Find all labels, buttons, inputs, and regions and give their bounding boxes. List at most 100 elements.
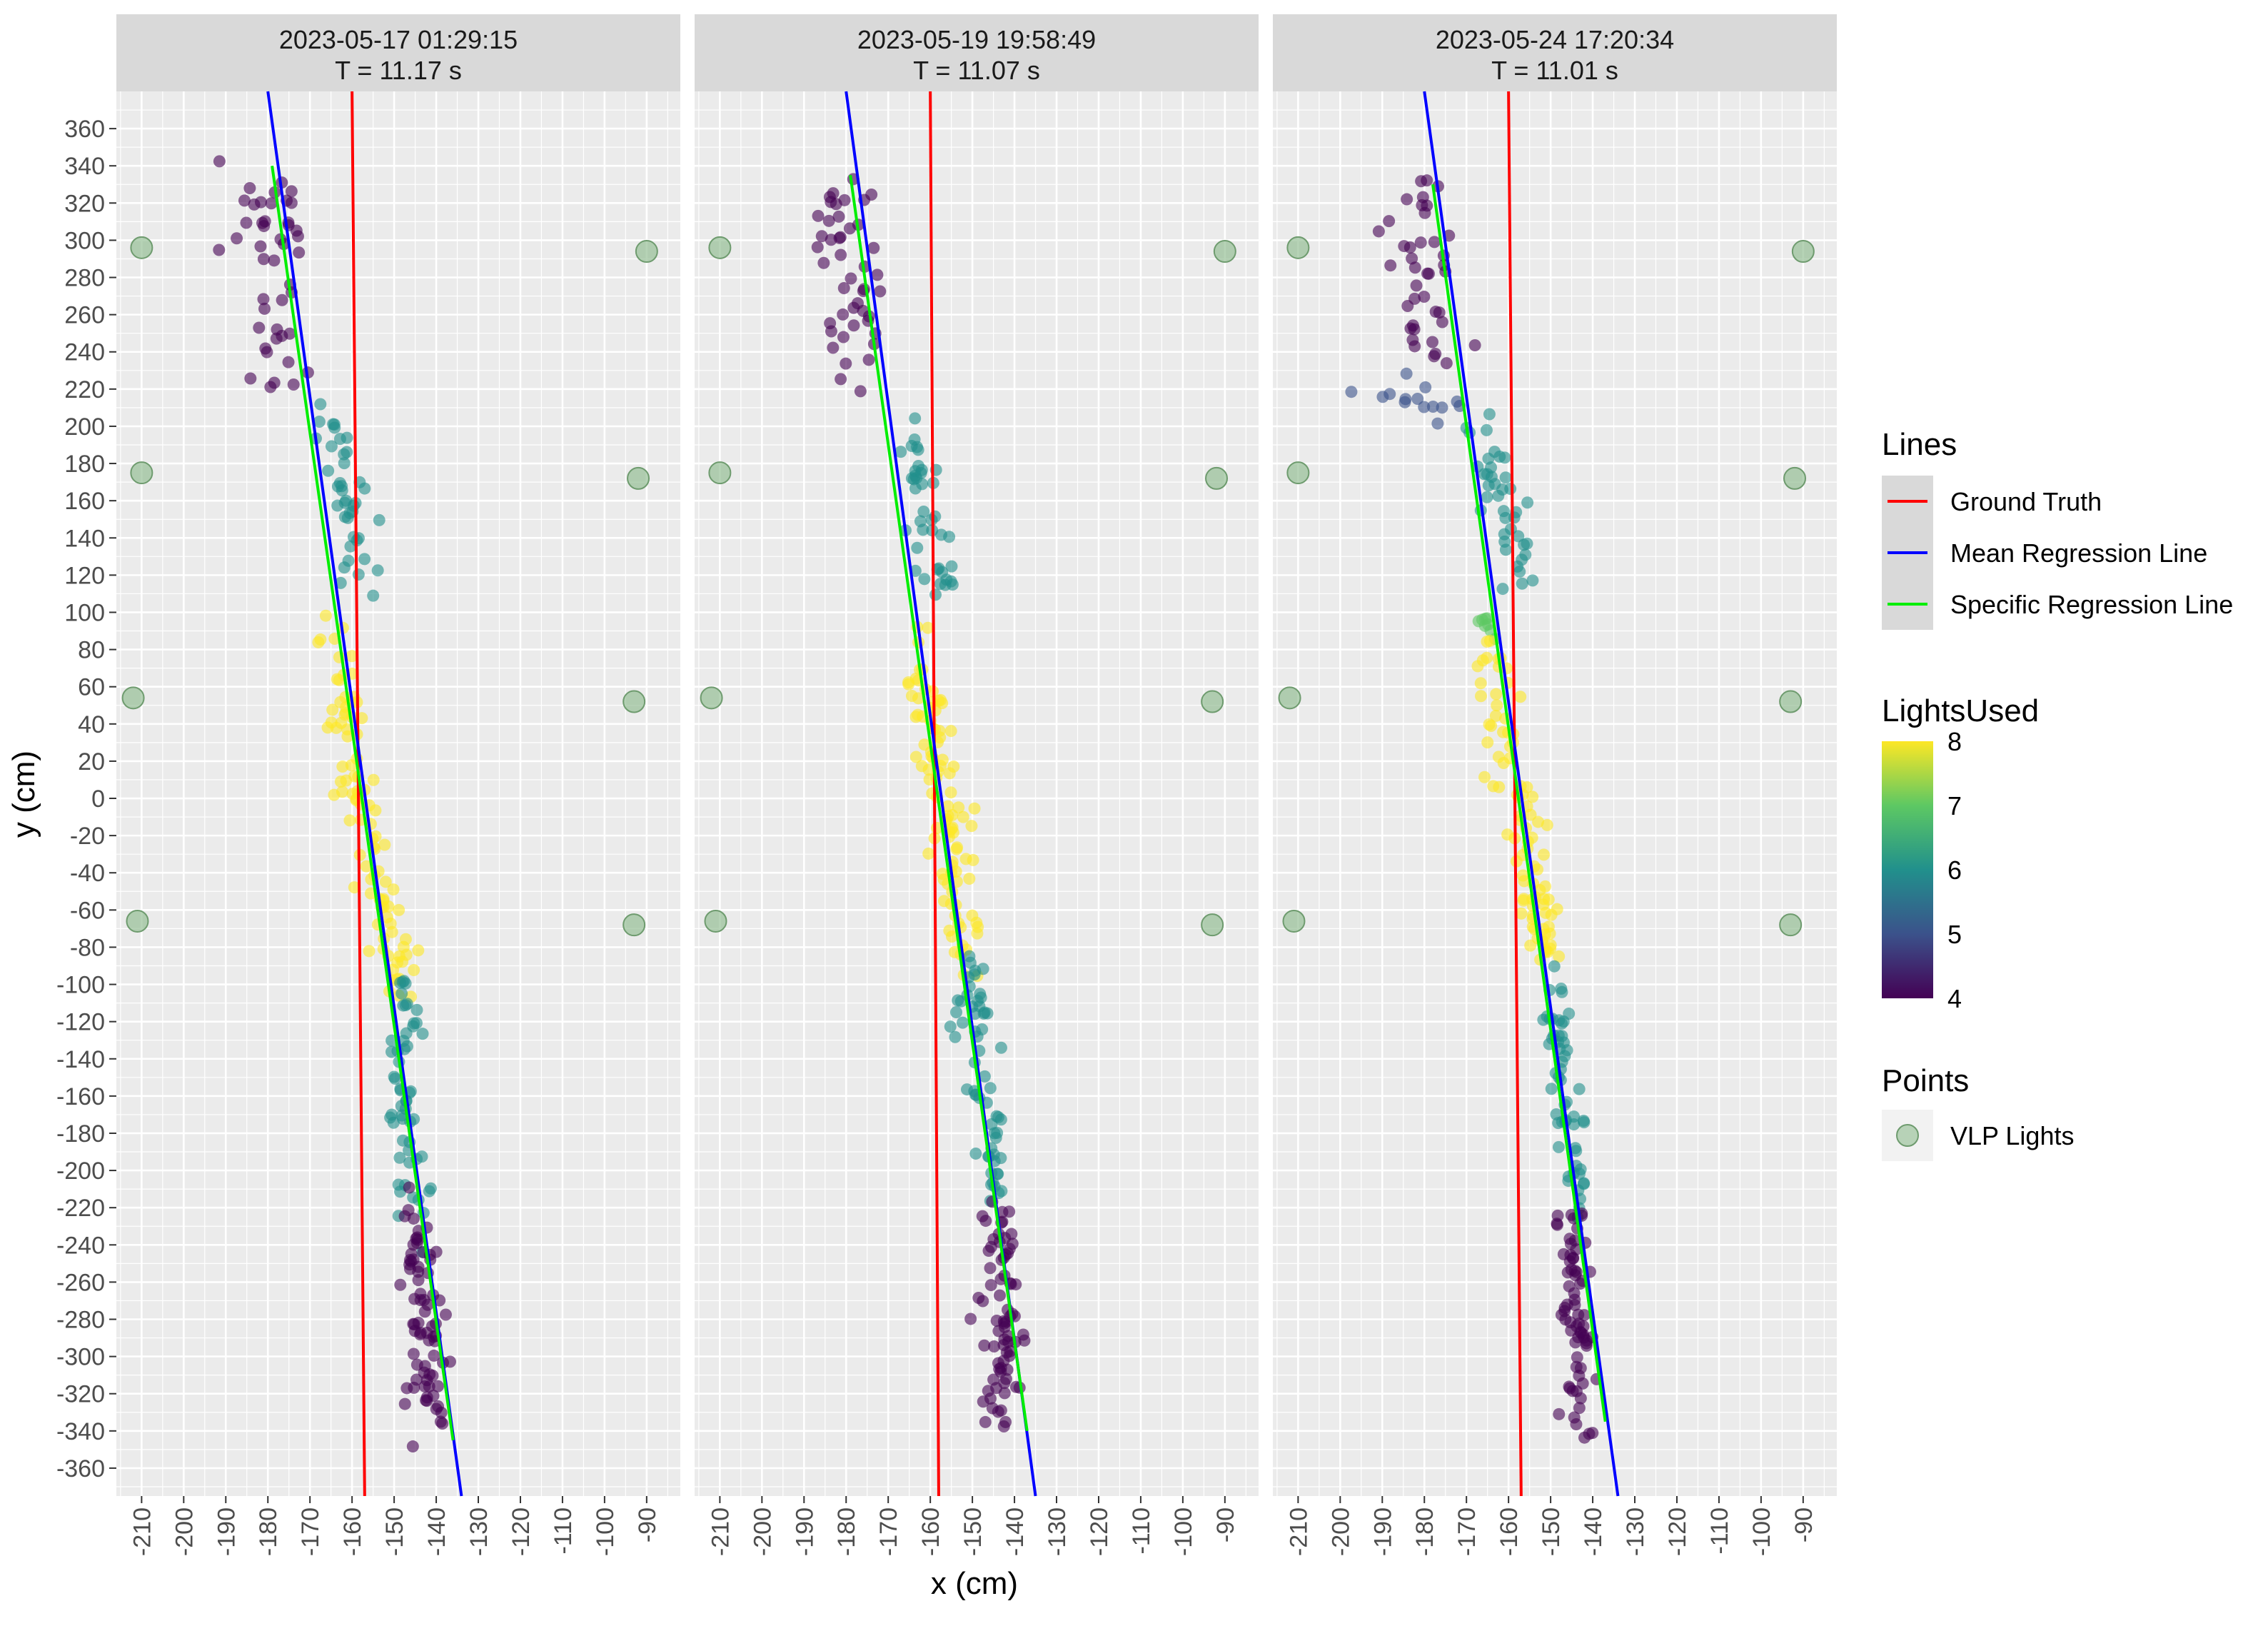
legend-label-vlp-lights: VLP Lights — [1950, 1121, 2074, 1150]
position-estimate-point — [369, 830, 382, 843]
x-tick-label: -120 — [1664, 1507, 1691, 1556]
position-estimate-point — [410, 1358, 423, 1371]
position-estimate-point — [1408, 323, 1421, 336]
position-estimate-point — [969, 1147, 982, 1160]
ground-truth-line — [1507, 91, 1523, 1497]
position-estimate-point — [854, 385, 867, 398]
y-tick-label: 320 — [64, 190, 105, 217]
position-estimate-point — [411, 1233, 424, 1246]
position-estimate-point — [213, 155, 226, 168]
position-estimate-point — [837, 282, 850, 295]
position-estimate-point — [1436, 316, 1448, 328]
position-estimate-point — [1398, 240, 1411, 253]
position-estimate-point — [936, 868, 949, 880]
position-estimate-point — [984, 1082, 997, 1095]
position-estimate-point — [1552, 1140, 1565, 1153]
position-estimate-point — [1468, 338, 1481, 351]
position-estimate-point — [815, 230, 828, 243]
position-estimate-point — [1480, 423, 1493, 436]
position-estimate-point — [918, 573, 931, 586]
position-estimate-point — [282, 356, 295, 368]
vlp-light-point — [623, 690, 646, 713]
position-estimate-point — [1564, 1249, 1577, 1262]
position-estimate-point — [345, 759, 358, 772]
position-estimate-point — [1426, 400, 1439, 413]
position-estimate-point — [837, 308, 850, 321]
position-estimate-point — [412, 944, 425, 957]
y-tick-label: 60 — [78, 674, 105, 701]
x-tick-label: -200 — [749, 1507, 776, 1556]
position-estimate-point — [922, 621, 934, 634]
position-estimate-point — [1573, 1083, 1586, 1095]
position-estimate-point — [950, 1006, 963, 1019]
position-estimate-point — [430, 1402, 443, 1415]
position-estimate-point — [984, 1279, 997, 1292]
position-estimate-point — [1538, 848, 1551, 861]
position-estimate-point — [1487, 780, 1500, 793]
vlp-light-point — [700, 686, 723, 710]
position-estimate-point — [340, 774, 353, 787]
position-estimate-point — [812, 209, 825, 222]
position-estimate-point — [978, 1070, 991, 1083]
x-tick-label: -200 — [1327, 1507, 1354, 1556]
position-estimate-point — [947, 826, 959, 839]
position-estimate-point — [944, 725, 957, 738]
position-estimate-point — [1578, 1177, 1591, 1190]
vlp-light-point — [708, 236, 732, 259]
position-estimate-point — [384, 1111, 397, 1124]
position-estimate-point — [406, 1440, 419, 1453]
position-estimate-point — [1421, 267, 1434, 280]
y-tick-label: -200 — [56, 1158, 105, 1185]
position-estimate-point — [1414, 236, 1427, 249]
position-estimate-point — [1548, 960, 1561, 973]
vlp-light-point — [1779, 913, 1803, 937]
position-estimate-point — [363, 945, 376, 958]
position-estimate-point — [1485, 461, 1498, 474]
position-estimate-point — [398, 975, 410, 988]
y-tick-label: -40 — [70, 860, 105, 887]
position-estimate-point — [319, 609, 332, 622]
position-estimate-point — [968, 802, 981, 815]
position-estimate-point — [1553, 1407, 1566, 1420]
position-estimate-point — [837, 331, 850, 343]
position-estimate-point — [367, 589, 380, 602]
position-estimate-point — [360, 860, 373, 873]
position-estimate-point — [972, 1292, 985, 1305]
position-estimate-point — [443, 1355, 456, 1368]
position-estimate-point — [1551, 1218, 1563, 1231]
position-estimate-point — [1557, 1015, 1570, 1028]
position-estimate-point — [258, 302, 271, 315]
position-estimate-point — [1481, 636, 1493, 648]
legend-colorbar-title: LightsUsed — [1882, 693, 2039, 728]
panel-background — [116, 91, 680, 1496]
position-estimate-point — [412, 1265, 425, 1278]
position-estimate-point — [213, 244, 226, 256]
position-estimate-point — [835, 373, 847, 386]
mean-regression-line — [266, 91, 463, 1497]
position-estimate-point — [1490, 688, 1503, 701]
position-estimate-point — [1514, 691, 1527, 703]
y-tick-label: -300 — [56, 1344, 105, 1371]
position-estimate-point — [1583, 1427, 1596, 1440]
position-estimate-point — [1555, 983, 1568, 995]
y-tick-label: -320 — [56, 1381, 105, 1408]
vlp-light-point — [623, 913, 646, 937]
vlp-light-point — [1791, 240, 1815, 264]
position-estimate-point — [1504, 483, 1517, 496]
position-estimate-point — [918, 738, 931, 751]
position-estimate-point — [399, 999, 412, 1012]
position-estimate-point — [257, 253, 270, 266]
position-estimate-point — [1572, 1308, 1585, 1321]
position-estimate-point — [400, 1027, 413, 1040]
position-estimate-point — [1411, 392, 1424, 405]
position-estimate-point — [912, 692, 925, 705]
x-tick-label: -170 — [297, 1507, 324, 1556]
x-tick-label: -90 — [1790, 1507, 1818, 1542]
facet-panel-2: 2023-05-19 19:58:49T = 11.07 s -210 -200 -1… — [695, 14, 1259, 1556]
vlp-light-point — [1201, 913, 1224, 937]
position-estimate-point — [313, 415, 326, 428]
x-tick-label: -100 — [1170, 1507, 1197, 1556]
position-estimate-point — [393, 903, 405, 916]
position-estimate-point — [414, 1328, 427, 1341]
vlp-light-point — [1213, 240, 1236, 264]
